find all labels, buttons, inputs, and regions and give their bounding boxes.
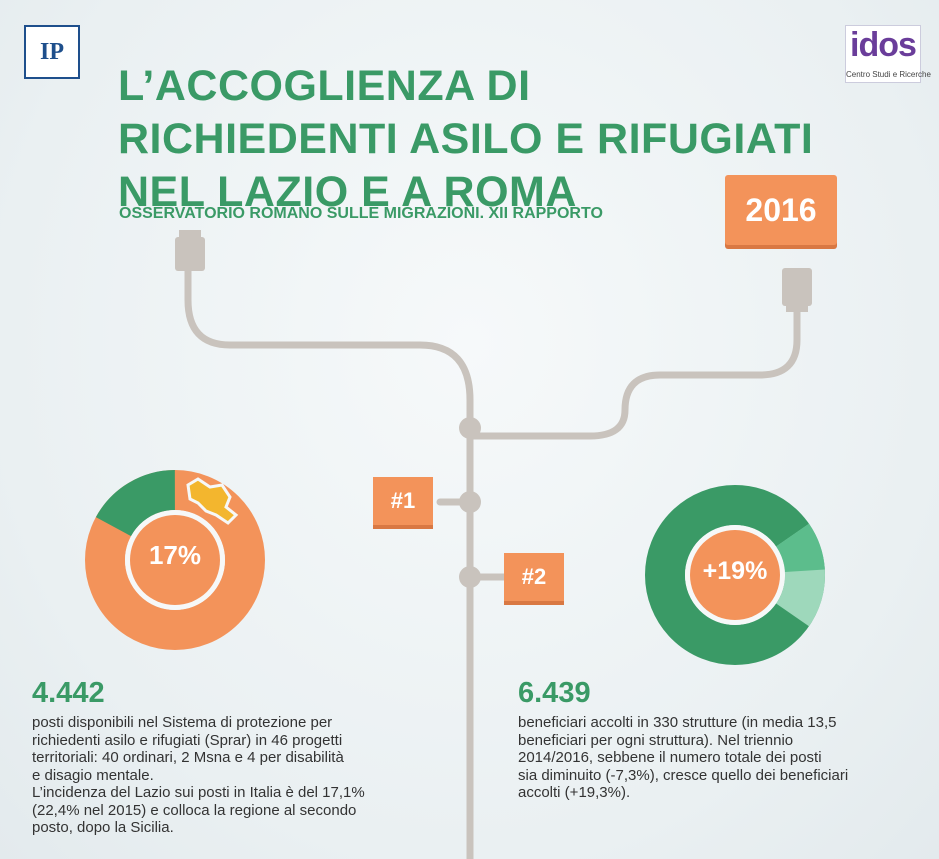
idos-logo-name: idos	[850, 26, 917, 64]
idos-logo-caption: Centro Studi e Ricerche	[846, 70, 931, 79]
year-badge: 2016	[725, 175, 837, 245]
lazio-region-icon	[186, 477, 239, 525]
left-plug-icon	[175, 230, 205, 271]
left-donut-remainder	[85, 470, 265, 650]
idos-logo: idos Centro Studi e Ricerche	[845, 25, 931, 83]
right-line-4: sia diminuito (-7,3%), cresce quello dei…	[518, 766, 849, 784]
left-line-6: (22,4% nel 2015) e colloca la regione al…	[32, 801, 357, 819]
left-donut-label: 17%	[148, 540, 202, 570]
left-line-7: posto, dopo la Sicilia.	[32, 819, 174, 836]
marker-1: #1	[373, 477, 433, 525]
left-big-number: 4.442	[32, 677, 105, 709]
left-description: posti disponibili nel Sistema di protezi…	[32, 714, 452, 837]
page-subtitle: OSSERVATORIO ROMANO SULLE MIGRAZIONI. XI…	[119, 205, 603, 222]
right-description: beneficiari accolti in 330 strutture (in…	[518, 714, 918, 802]
marker-2: #2	[504, 553, 564, 601]
institute-logo-initials: IP	[40, 39, 64, 65]
left-line-3: territoriali: 40 ordinari, 2 Msna e 4 pe…	[32, 749, 344, 766]
right-plug-icon	[782, 268, 812, 312]
left-line-4: e disagio mentale.	[32, 766, 154, 784]
title-line-3: NEL LAZIO E A ROMA	[118, 168, 577, 216]
page-title: L’ACCOGLIENZA DI RICHIEDENTI ASILO E RIF…	[118, 60, 813, 219]
title-line-2: RICHIEDENTI ASILO E RIFUGIATI	[118, 115, 814, 163]
left-line-2: richiedenti asilo e rifugiati (Sprar) in…	[32, 731, 343, 749]
right-line-3: 2014/2016, sebbene il numero totale dei …	[518, 749, 822, 766]
right-line-1: beneficiari accolti in 330 strutture (in…	[518, 714, 837, 731]
right-big-number: 6.439	[518, 677, 591, 709]
left-line-5: L’incidenza del Lazio sui posti in Itali…	[32, 784, 365, 801]
right-donut-growth-highlight	[775, 523, 825, 573]
right-donut-chart	[645, 485, 825, 665]
left-line-1: posti disponibili nel Sistema di protezi…	[32, 714, 333, 731]
left-donut-share	[95, 470, 176, 537]
right-line-2: beneficiari per ogni struttura). Nel tri…	[518, 731, 794, 749]
left-donut-chart	[85, 470, 265, 650]
right-donut-label: +19%	[702, 557, 768, 585]
right-line-5: accolti (+19,3%).	[518, 784, 631, 801]
institute-logo: IP	[24, 25, 80, 79]
title-line-1: L’ACCOGLIENZA DI	[118, 62, 531, 110]
